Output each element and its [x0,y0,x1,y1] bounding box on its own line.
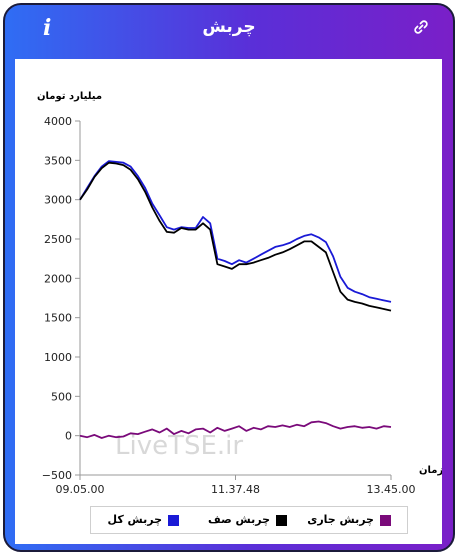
legend: چربش جاری چربش صف چربش کل [90,506,408,534]
x-tick-label: 11.37.48 [211,483,260,496]
series-line-0 [79,160,392,303]
legend-swatch-saf [276,514,287,526]
y-tick-label: 1500 [44,312,72,325]
y-tick-label: 0 [65,430,72,443]
series-line-2 [79,420,392,439]
y-axis-label: میلیارد تومان [37,91,102,102]
watermark: LiveTSE.ir [115,431,243,461]
x-axis-label: زمان [419,465,442,476]
series-line-1 [79,161,392,312]
page-title: چربش [202,17,256,37]
info-icon[interactable]: i [43,15,52,41]
link-icon-graphic [414,20,428,34]
chart-card: i چربش میلیارد تومان زمان LiveTSE.ir 400… [3,3,455,552]
x-tick-label: 09.05.00 [56,483,105,496]
y-tick-label: 3000 [44,194,72,207]
y-tick-label: 3500 [44,154,72,167]
y-tick-label: 4000 [44,115,72,128]
y-tick-label: 2500 [44,233,72,246]
link-icon[interactable] [413,19,429,39]
y-tick-label: 500 [51,390,72,403]
legend-item-jari[interactable]: چربش جاری [307,513,391,526]
chart-panel: میلیارد تومان زمان LiveTSE.ir 4000 3500 30… [15,59,443,544]
legend-swatch-jari [380,514,391,526]
y-tick-label: 2000 [44,272,72,285]
header: i چربش [5,5,453,59]
y-tick-label: 1000 [44,351,72,364]
line-chart: میلیارد تومان زمان LiveTSE.ir 4000 3500 30… [37,91,443,496]
legend-label-saf: چربش صف [207,513,270,526]
legend-label-kol: چربش کل [107,513,163,526]
y-tick-label: −500 [42,469,72,482]
legend-item-kol[interactable]: چربش کل [107,513,179,526]
x-tick-label: 13.45.00 [367,483,416,496]
legend-label-jari: چربش جاری [307,513,374,526]
legend-swatch-kol [168,514,179,526]
legend-item-saf[interactable]: چربش صف [208,513,287,526]
